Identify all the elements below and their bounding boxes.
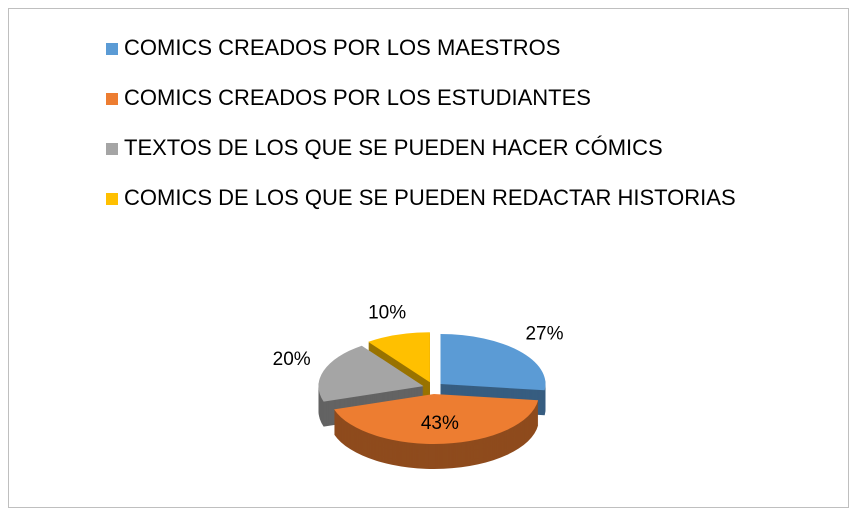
slice <box>318 345 424 402</box>
legend-label: COMICS CREADOS POR LOS MAESTROS <box>124 35 561 60</box>
slice <box>440 334 546 391</box>
data-label: 10% <box>368 303 406 324</box>
slice <box>368 332 430 383</box>
legend-entry: COMICS DE LOS QUE SE PUEDEN REDACTAR HIS… <box>106 184 796 211</box>
legend-label: TEXTOS DE LOS QUE SE PUEDEN HACER CÓMICS <box>124 135 663 160</box>
legend-label: COMICS CREADOS POR LOS ESTUDIANTES <box>124 85 591 110</box>
legend-entry: COMICS CREADOS POR LOS ESTUDIANTES <box>106 84 796 111</box>
legend-label: COMICS DE LOS QUE SE PUEDEN REDACTAR HIS… <box>124 185 736 210</box>
slice <box>334 393 539 444</box>
data-label: 27% <box>525 323 563 344</box>
legend-swatch <box>106 143 118 155</box>
data-label: 20% <box>273 349 311 370</box>
legend: COMICS CREADOS POR LOS MAESTROS COMICS CR… <box>106 34 796 234</box>
legend-swatch <box>106 43 118 55</box>
data-label: 43% <box>421 413 459 434</box>
legend-entry: TEXTOS DE LOS QUE SE PUEDEN HACER CÓMICS <box>106 134 796 161</box>
legend-swatch <box>106 193 118 205</box>
legend-swatch <box>106 93 118 105</box>
legend-entry: COMICS CREADOS POR LOS MAESTROS <box>106 34 796 61</box>
chart-frame <box>8 8 849 508</box>
